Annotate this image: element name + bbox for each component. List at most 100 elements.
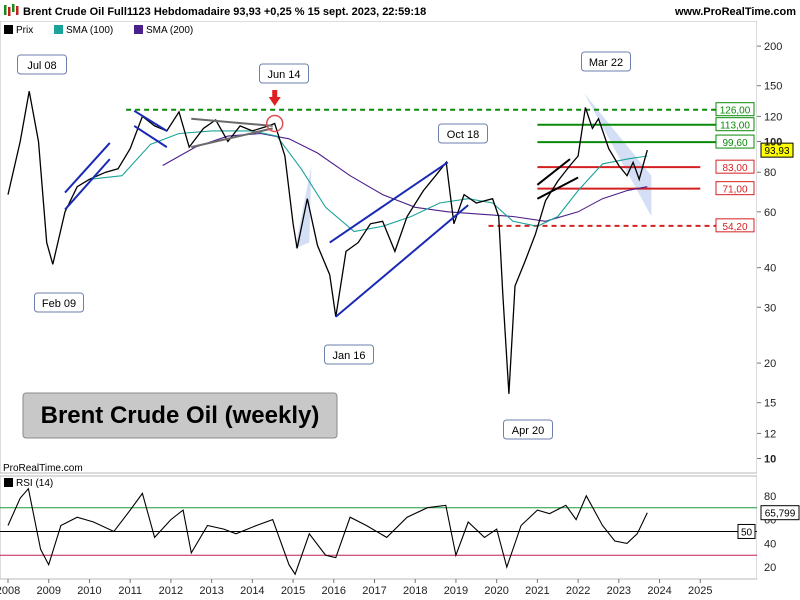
legend-swatch-2 [134, 25, 143, 34]
horizontal-levels: 126,00 113,00 99,60 83,00 71,00 54,20 93,93 [126, 102, 794, 233]
x-tick-label-8: 2016 [322, 585, 346, 597]
rsi-tick-80: 80 [764, 491, 776, 503]
triangle-top [191, 117, 273, 127]
jun14-arrow-head [268, 97, 281, 106]
current-price-box [760, 142, 794, 158]
legend-swatch-1 [54, 25, 63, 34]
y-tick-label-6: 40 [764, 263, 776, 275]
y-tick-label-4: 80 [764, 167, 776, 179]
level-box-2 [715, 134, 755, 149]
y-tick-label-5: 60 [764, 207, 776, 219]
wedge-2021-low [536, 176, 579, 200]
y-tick-label-0: 200 [764, 41, 782, 53]
jun14-circle [265, 114, 284, 133]
price-axis: 200 150 120 100 80 60 40 30 20 15 12 10 [757, 41, 782, 465]
rsi-level-label: 50 [741, 527, 753, 538]
header-bar [0, 0, 800, 21]
x-tick-label-16: 2024 [647, 585, 671, 597]
x-tick-label-5: 2013 [199, 585, 223, 597]
x-tick-label-17: 2025 [688, 585, 712, 597]
candle-icon [4, 5, 7, 15]
x-tick-label-7: 2015 [281, 585, 305, 597]
legend-label-1: SMA (100) [66, 25, 113, 36]
level-label-2: 99,60 [722, 138, 747, 149]
annotation-box-oct18 [438, 123, 488, 144]
annotation-jan16: Jan 16 [332, 350, 365, 362]
x-tick-label-3: 2011 [118, 585, 142, 597]
x-tick-label-11: 2019 [444, 585, 468, 597]
legend-label-2: SMA (200) [146, 25, 193, 36]
big-label-box [22, 392, 338, 439]
y-tick-label-7: 30 [764, 302, 776, 314]
level-box-0 [715, 102, 755, 117]
rsi-value-label: 65,799 [765, 509, 796, 520]
x-tick-label-15: 2023 [607, 585, 631, 597]
annotation-oct18: Oct 18 [447, 129, 479, 141]
level-box-1 [715, 117, 755, 132]
rsi-label: RSI (14) [16, 478, 53, 489]
annotation-box-jul08 [17, 54, 67, 75]
x-tick-label-13: 2021 [525, 585, 549, 597]
annotation-box-jan16 [324, 344, 374, 365]
level-label-4: 71,00 [722, 185, 747, 196]
drawn-shapes [295, 93, 652, 249]
y-tick-label-1: 150 [764, 81, 782, 93]
x-tick-label-4: 2012 [159, 585, 183, 597]
trend-lines [64, 90, 579, 318]
channel-2016-low [335, 204, 469, 318]
channel-2011-low [133, 125, 168, 148]
series-line-sma-100- [89, 130, 648, 233]
annotation-apr20: Apr 20 [512, 425, 544, 437]
wedge-2022 [584, 93, 652, 217]
rsi-value-box [760, 505, 800, 521]
x-tick-label-0: 2008 [0, 585, 20, 597]
level-label-5: 54,20 [722, 222, 747, 233]
candle-icon-3 [12, 4, 15, 12]
rsi-tick-20: 20 [764, 562, 776, 574]
jun14-arrow-shaft [272, 90, 278, 98]
annotation-jul08: Jul 08 [27, 60, 56, 72]
level-box-4 [715, 181, 755, 196]
wedge-2021-high [536, 158, 571, 186]
rsi-panel [0, 475, 758, 580]
y-tick-label-11: 10 [764, 453, 776, 465]
current-price-label: 93,93 [764, 146, 789, 157]
rsi-line [7, 487, 648, 576]
chart-title: Brent Crude Oil Full1123 Hebdomadaire 93… [23, 6, 426, 18]
level-label-3: 83,00 [722, 163, 747, 174]
level-box-5 [715, 218, 755, 233]
annotation-box-mar22 [581, 51, 631, 72]
annotation-box-apr20 [503, 419, 553, 440]
x-tick-label-10: 2018 [403, 585, 427, 597]
x-tick-label-9: 2017 [362, 585, 386, 597]
y-tick-label-3: 100 [764, 137, 782, 149]
level-label-0: 126,00 [720, 106, 751, 117]
triangle-bottom [191, 127, 273, 149]
candle-icon-2 [8, 7, 11, 16]
legend: Prix SMA (100) SMA (200) [4, 25, 193, 36]
site-url: www.ProRealTime.com [674, 6, 796, 18]
big-label: Brent Crude Oil (weekly) [41, 402, 320, 429]
candle-icon-4 [16, 6, 19, 15]
annotation-feb09: Feb 09 [42, 298, 76, 310]
rsi-tick-40: 40 [764, 538, 776, 550]
watermark: ProRealTime.com [3, 463, 83, 474]
x-tick-label-6: 2014 [240, 585, 264, 597]
legend-swatch-0 [4, 25, 13, 34]
wedge-2015 [295, 165, 312, 249]
x-tick-label-12: 2020 [484, 585, 508, 597]
time-axis: 2008 2009 2010 2011 2012 2013 2014 2015 2016 2017… [0, 579, 713, 597]
annotation-jun14: Jun 14 [267, 69, 300, 81]
channel-2009-high [64, 142, 111, 194]
y-tick-label-9: 15 [764, 398, 776, 410]
legend-label-0: Prix [16, 25, 33, 36]
annotation-box-feb09 [34, 292, 84, 313]
annotations: Jul 08 Feb 09 Jun 14 Jan 16 Oct 18 Apr 20 Mar … [17, 51, 631, 440]
annotation-mar22: Mar 22 [589, 57, 623, 69]
x-tick-label-2: 2010 [77, 585, 101, 597]
channel-2009-low [64, 158, 111, 211]
price-axis-panel [757, 21, 800, 579]
y-tick-label-10: 12 [764, 428, 776, 440]
